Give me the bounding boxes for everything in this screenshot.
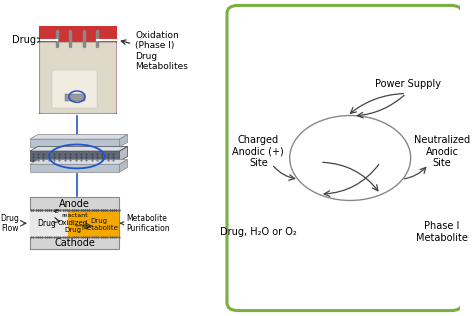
Bar (39, 26, 117, 114)
Text: Drug: Drug (37, 219, 56, 228)
Bar (65, 94, 85, 101)
Polygon shape (119, 160, 128, 172)
Bar (30, 237, 119, 249)
Text: Anode: Anode (59, 199, 90, 209)
Bar (52, 70, 97, 108)
Text: -e: -e (53, 208, 59, 214)
Text: Cathode: Cathode (54, 238, 95, 248)
Polygon shape (30, 134, 128, 139)
Text: Drug
Flow: Drug Flow (0, 214, 19, 233)
Bar (30, 210, 67, 237)
FancyBboxPatch shape (40, 42, 116, 113)
Text: Neutralized
Anodic
Site: Neutralized Anodic Site (414, 135, 470, 168)
Text: reactant: reactant (61, 213, 88, 218)
Text: Drug: Drug (12, 35, 42, 45)
Polygon shape (30, 160, 128, 164)
Text: Charged
Anodic (+)
Site: Charged Anodic (+) Site (232, 135, 284, 168)
Text: Phase I
Metabolite: Phase I Metabolite (416, 221, 468, 243)
Bar (30, 210, 119, 237)
Polygon shape (119, 134, 128, 147)
Polygon shape (119, 146, 128, 161)
Text: Oxidation
(Phase I)
Drug
Metabolites: Oxidation (Phase I) Drug Metabolites (121, 31, 188, 71)
Text: Metabolite
Purification: Metabolite Purification (120, 214, 170, 233)
FancyBboxPatch shape (227, 5, 462, 311)
Text: Power Supply: Power Supply (375, 79, 441, 89)
Text: Drug, H₂O or O₂: Drug, H₂O or O₂ (220, 227, 297, 237)
Text: Drug
Metabolite: Drug Metabolite (81, 218, 118, 231)
Text: Oxidized
Drug: Oxidized Drug (57, 220, 88, 233)
Bar (30, 197, 119, 210)
Polygon shape (30, 146, 128, 151)
Polygon shape (30, 151, 119, 161)
Polygon shape (30, 164, 119, 172)
Polygon shape (30, 139, 119, 147)
